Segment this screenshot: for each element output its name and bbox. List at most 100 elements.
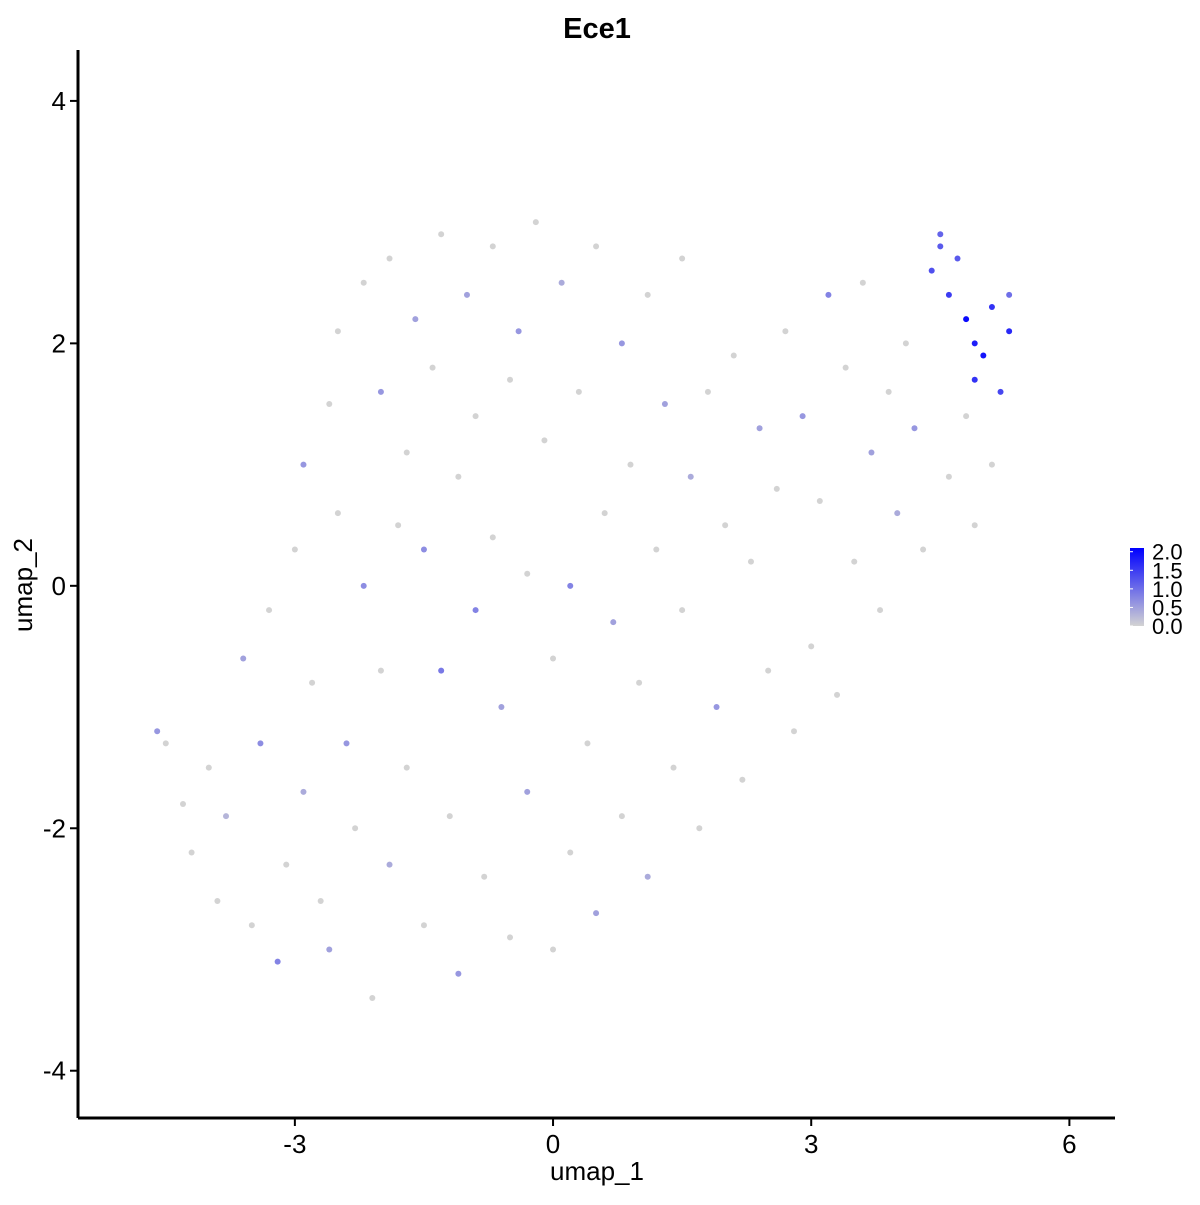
cell-point — [971, 376, 978, 383]
cell-point — [644, 873, 651, 880]
colorbar-tick-label: 0.0 — [1152, 614, 1183, 639]
cell-point — [154, 728, 161, 735]
cell-point — [653, 546, 660, 553]
cell-point — [223, 813, 230, 820]
cell-point — [386, 861, 393, 868]
cell-point — [834, 691, 841, 698]
cell-point — [593, 243, 600, 250]
cell-point — [661, 400, 668, 407]
cell-point — [558, 279, 565, 286]
cell-point — [507, 376, 514, 383]
cell-point — [257, 740, 264, 747]
colorbar-tick-label: 1.0 — [1152, 577, 1183, 602]
cell-point — [859, 279, 866, 286]
cell-point — [963, 316, 970, 323]
cell-point — [618, 340, 625, 347]
cell-point — [885, 388, 892, 395]
cell-point — [799, 413, 806, 420]
cell-point — [438, 667, 445, 674]
cell-point — [601, 510, 608, 517]
cell-point — [524, 788, 531, 795]
cell-point — [825, 291, 832, 298]
cell-point — [472, 607, 479, 614]
cell-point — [980, 352, 987, 359]
x-tick-label: 0 — [546, 1129, 560, 1159]
cell-point — [791, 728, 798, 735]
cell-point — [954, 255, 961, 262]
colorbar-tick-label: 0.5 — [1152, 595, 1183, 620]
cell-point — [851, 558, 858, 565]
cell-point — [377, 388, 384, 395]
cell-point — [214, 898, 221, 905]
cell-point — [369, 994, 376, 1001]
cell-point — [541, 437, 548, 444]
cell-point — [472, 413, 479, 420]
cell-point — [240, 655, 247, 662]
cell-point — [636, 679, 643, 686]
cell-point — [937, 243, 944, 250]
cell-point — [283, 861, 290, 868]
cell-point — [988, 461, 995, 468]
cell-point — [403, 764, 410, 771]
cell-point — [420, 922, 427, 929]
cell-point — [567, 849, 574, 856]
cell-point — [618, 813, 625, 820]
cell-point — [507, 934, 514, 941]
cell-point — [988, 303, 995, 310]
cell-point — [997, 388, 1004, 395]
x-axis-label: umap_1 — [550, 1156, 644, 1186]
colorbar-tick-label: 2.0 — [1152, 540, 1183, 565]
cell-point — [179, 801, 186, 808]
cell-point — [575, 388, 582, 395]
cell-point — [266, 607, 273, 614]
y-tick-label: -2 — [43, 813, 66, 843]
cell-point — [205, 764, 212, 771]
cell-point — [438, 231, 445, 238]
cell-point — [188, 849, 195, 856]
cell-point — [911, 425, 918, 432]
cell-point — [945, 473, 952, 480]
cell-point — [722, 522, 729, 529]
cell-point — [713, 704, 720, 711]
cell-point — [868, 449, 875, 456]
cell-point — [489, 534, 496, 541]
cell-point — [317, 898, 324, 905]
cell-point — [963, 413, 970, 420]
cell-point — [937, 231, 944, 238]
y-axis-label: umap_2 — [8, 538, 38, 632]
cell-point — [274, 958, 281, 965]
cell-point — [446, 813, 453, 820]
cell-point — [248, 922, 255, 929]
cell-point — [489, 243, 496, 250]
cell-point — [773, 485, 780, 492]
cell-point — [765, 667, 772, 674]
cell-point — [971, 522, 978, 529]
cell-point — [360, 279, 367, 286]
cell-point — [816, 497, 823, 504]
cell-point — [334, 510, 341, 517]
cell-point — [971, 340, 978, 347]
cell-point — [352, 825, 359, 832]
cell-point — [463, 291, 470, 298]
y-tick-label: 4 — [52, 86, 66, 116]
cell-point — [360, 582, 367, 589]
cell-point — [515, 328, 522, 335]
cell-point — [343, 740, 350, 747]
chart-title: Ece1 — [563, 13, 631, 45]
cell-point — [730, 352, 737, 359]
colorbar — [1130, 548, 1144, 626]
cell-point — [377, 667, 384, 674]
cell-point — [739, 776, 746, 783]
cell-point — [386, 255, 393, 262]
x-tick-label: -3 — [283, 1129, 306, 1159]
cell-point — [455, 473, 462, 480]
cell-point — [403, 449, 410, 456]
cell-point — [1006, 328, 1013, 335]
cell-point — [584, 740, 591, 747]
cell-point — [395, 522, 402, 529]
cell-point — [627, 461, 634, 468]
cell-point — [747, 558, 754, 565]
cell-point — [610, 619, 617, 626]
